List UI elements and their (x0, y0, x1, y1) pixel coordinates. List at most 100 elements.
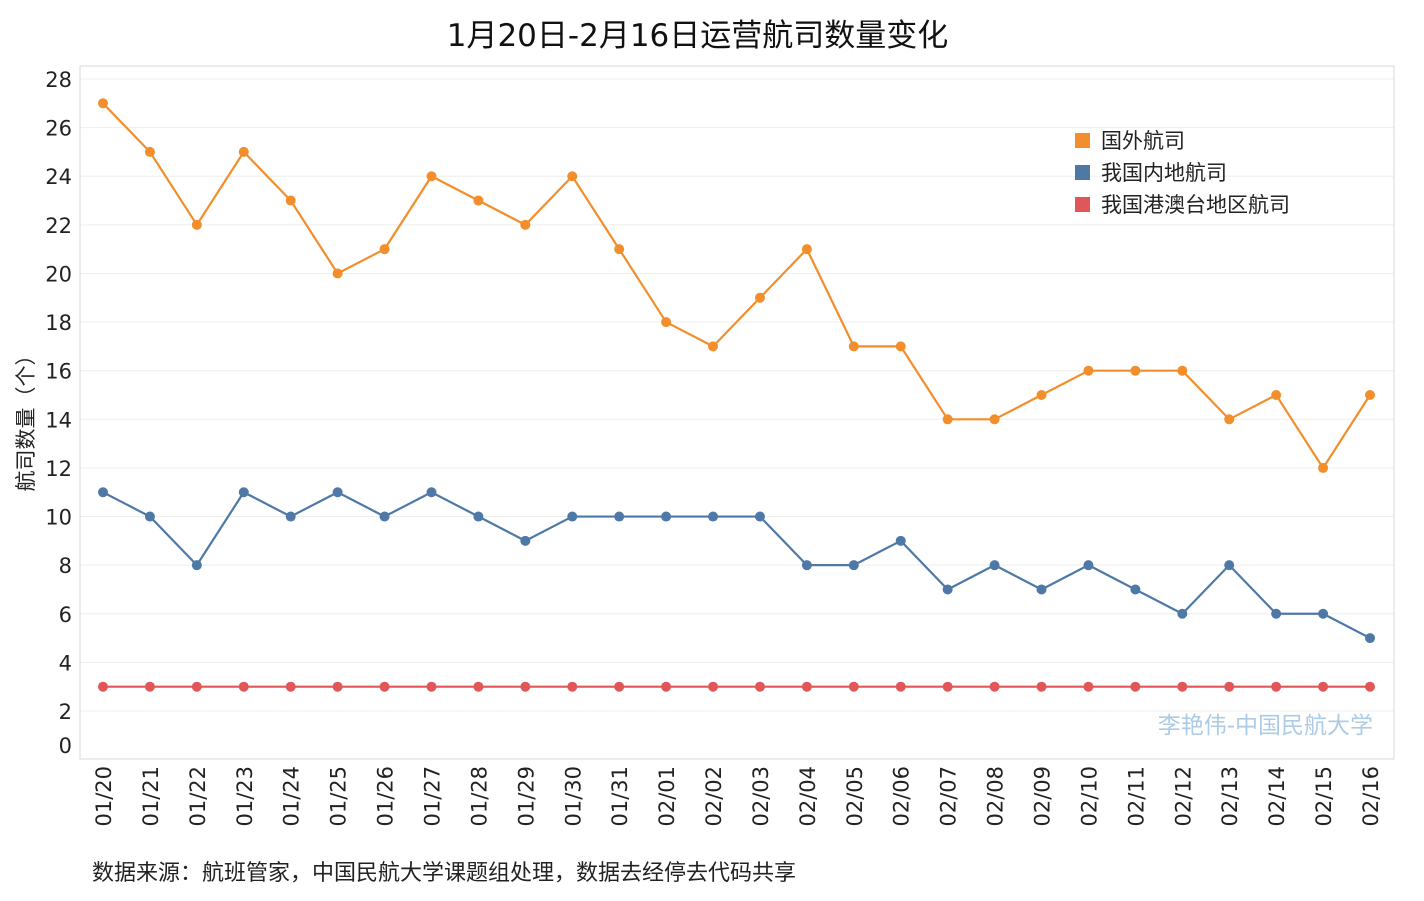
data-point (379, 511, 390, 522)
source-note: 数据来源：航班管家，中国民航大学课题组处理，数据去经停去代码共享 (92, 861, 797, 886)
data-point (520, 681, 531, 692)
data-point (1224, 560, 1235, 571)
data-point (1083, 365, 1094, 376)
data-point (473, 511, 484, 522)
data-point (1271, 608, 1282, 619)
data-point (520, 535, 531, 546)
x-tick-label: 02/02 (702, 766, 726, 827)
data-point (332, 487, 343, 498)
data-point (1036, 390, 1047, 400)
data-point (98, 487, 108, 498)
x-tick-label: 02/13 (1218, 766, 1242, 827)
data-point (708, 511, 719, 522)
data-point (1130, 584, 1141, 595)
legend-swatch (1075, 165, 1090, 180)
data-point (942, 681, 953, 692)
data-point (989, 560, 1000, 571)
data-point (1177, 365, 1188, 376)
data-point (754, 511, 765, 522)
data-point (1365, 633, 1375, 644)
data-point (1177, 681, 1188, 692)
gridlines (80, 78, 1394, 712)
y-tick-label: 24 (45, 165, 72, 189)
data-point (1224, 681, 1235, 692)
x-tick-label: 02/07 (937, 766, 961, 827)
data-point (1271, 390, 1282, 400)
legend-swatch (1075, 133, 1090, 148)
y-tick-label: 2 (59, 700, 72, 724)
x-tick-label: 01/23 (233, 766, 257, 827)
legend-swatch (1075, 197, 1090, 212)
y-tick-label: 18 (45, 311, 72, 335)
data-point (848, 560, 859, 571)
y-tick-label: 0 (59, 734, 72, 758)
y-tick-label: 22 (45, 214, 72, 238)
data-point (754, 292, 765, 303)
y-tick-label: 14 (45, 408, 72, 432)
data-point (614, 244, 625, 255)
data-point (1083, 560, 1094, 571)
data-point (144, 146, 155, 157)
data-point (942, 414, 953, 425)
data-point (1365, 681, 1375, 692)
data-point (1318, 681, 1329, 692)
x-tick-label: 02/05 (843, 766, 867, 827)
data-point (98, 98, 108, 109)
data-point (848, 341, 859, 352)
data-point (708, 681, 719, 692)
x-tick-label: 01/20 (92, 766, 116, 827)
data-point (238, 487, 249, 498)
x-tick-label: 02/11 (1124, 766, 1148, 827)
data-point (1036, 681, 1047, 692)
x-tick-label: 02/12 (1171, 766, 1195, 827)
x-tick-label: 01/25 (327, 766, 351, 827)
y-tick-label: 16 (45, 360, 72, 384)
data-point (895, 535, 906, 546)
chart-title: 1月20日-2月16日运营航司数量变化 (446, 18, 949, 54)
data-point (426, 487, 437, 498)
data-point (754, 681, 765, 692)
data-point (1083, 681, 1094, 692)
x-tick-label: 01/30 (561, 766, 585, 827)
data-point (332, 268, 343, 279)
data-point (801, 560, 812, 571)
x-tick-label: 01/31 (608, 766, 632, 827)
data-point (191, 219, 202, 230)
data-point (426, 681, 437, 692)
data-point (661, 317, 672, 328)
watermark: 李艳伟-中国民航大学 (1158, 713, 1373, 739)
data-point (614, 681, 625, 692)
data-point (191, 560, 202, 571)
data-point (1177, 608, 1188, 619)
y-tick-label: 20 (45, 262, 72, 286)
data-point (848, 681, 859, 692)
data-point (1318, 608, 1329, 619)
data-point (895, 681, 906, 692)
legend-label: 国外航司 (1101, 129, 1185, 153)
data-point (379, 681, 390, 692)
x-tick-label: 01/28 (467, 766, 491, 827)
data-point (285, 681, 296, 692)
x-tick-label: 01/29 (514, 766, 538, 827)
data-point (285, 511, 296, 522)
data-point (567, 171, 578, 182)
series-line (102, 102, 1371, 470)
data-point (144, 681, 155, 692)
data-point (332, 681, 343, 692)
y-tick-label: 4 (59, 651, 72, 675)
y-tick-label: 6 (59, 603, 72, 627)
data-point (801, 244, 812, 255)
x-tick-label: 01/27 (420, 766, 444, 827)
data-point (1365, 390, 1375, 400)
data-point (1318, 462, 1329, 473)
data-point (942, 584, 953, 595)
x-tick-label: 02/06 (890, 766, 914, 827)
data-point (567, 681, 578, 692)
data-point (238, 681, 249, 692)
data-point (708, 341, 719, 352)
x-tick-label: 02/08 (984, 766, 1008, 827)
data-point (144, 511, 155, 522)
